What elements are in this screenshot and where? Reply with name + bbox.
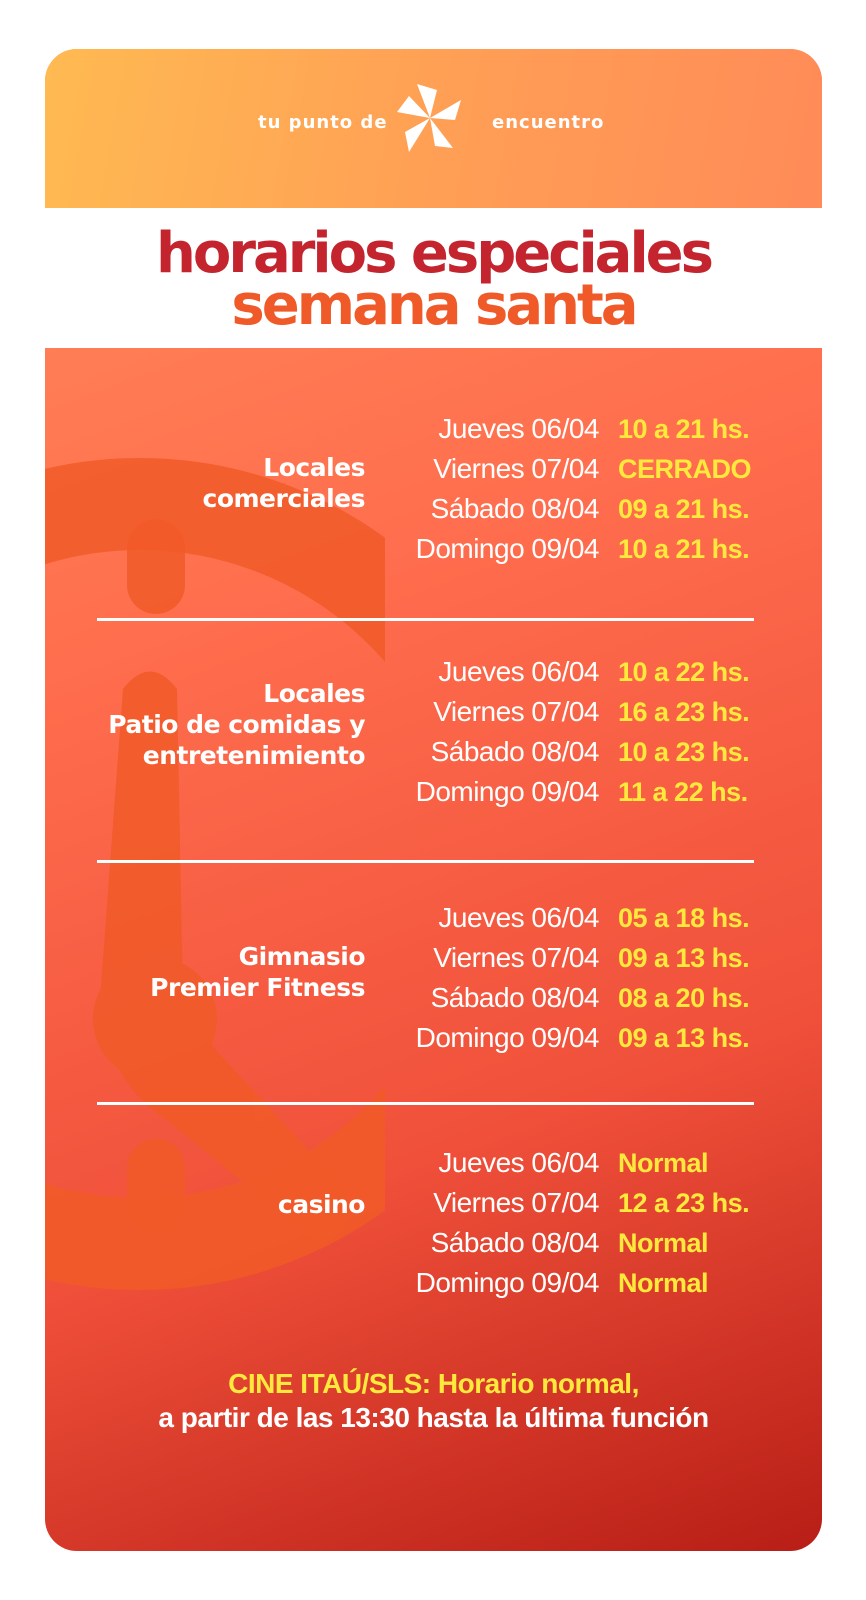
hours-value: CERRADO <box>618 454 752 484</box>
section-label-line: entretenimiento <box>142 741 366 770</box>
day-label: Sábado 08/04 <box>430 982 600 1013</box>
page-subtitle: semana santa <box>231 273 638 338</box>
schedule-row: Jueves 06/04 05 a 18 hs. <box>45 898 822 938</box>
day-label: Sábado 08/04 <box>430 736 600 767</box>
schedule-row: Jueves 06/04 Normal <box>45 1143 822 1183</box>
star-pinwheel-icon <box>397 84 461 152</box>
tagline-left: tu punto de <box>258 112 388 133</box>
schedule-row: Domingo 09/04 09 a 13 hs. <box>45 1018 822 1058</box>
day-label: Viernes 07/04 <box>433 1187 599 1218</box>
section-divider <box>97 1102 754 1105</box>
hours-value: 05 a 18 hs. <box>618 903 750 933</box>
schedule-row: Sábado 08/04 09 a 21 hs. <box>45 489 822 529</box>
schedule-row: Domingo 09/04 Normal <box>45 1263 822 1303</box>
section-label-line: comerciales <box>202 484 366 513</box>
section-label: casino <box>277 1189 366 1220</box>
section-label: Locales comerciales <box>203 452 366 514</box>
hours-value: 16 a 23 hs. <box>618 697 750 727</box>
day-label: Domingo 09/04 <box>415 776 600 807</box>
schedule-row: Viernes 07/04 12 a 23 hs. <box>45 1183 822 1223</box>
schedule-row: Viernes 07/04 16 a 23 hs. <box>45 692 822 732</box>
hours-value: Normal <box>618 1148 709 1178</box>
cinema-note-title: CINE ITAÚ/SLS: Horario normal, <box>228 1368 639 1399</box>
hours-value: 09 a 21 hs. <box>618 494 750 524</box>
section-casino: casino Jueves 06/04 Normal Viernes 07/04… <box>45 1143 822 1303</box>
day-label: Domingo 09/04 <box>415 533 600 564</box>
day-label: Viernes 07/04 <box>433 942 599 973</box>
day-label: Sábado 08/04 <box>430 1227 600 1258</box>
hours-value: 10 a 21 hs. <box>618 414 750 444</box>
hours-value: Normal <box>618 1228 709 1258</box>
clock-icon <box>45 458 385 1290</box>
tagline-right: encuentro <box>492 112 605 133</box>
schedule-row: Jueves 06/04 10 a 21 hs. <box>45 409 822 449</box>
day-label: Sábado 08/04 <box>430 493 600 524</box>
section-label-line: Locales <box>263 679 365 708</box>
day-label: Domingo 09/04 <box>415 1022 600 1053</box>
hours-value: 10 a 22 hs. <box>618 657 750 687</box>
schedule-row: Domingo 09/04 11 a 22 hs. <box>45 772 822 812</box>
hours-value: 08 a 20 hs. <box>618 983 750 1013</box>
day-label: Jueves 06/04 <box>438 413 599 444</box>
section-gimnasio: Gimnasio Premier Fitness Jueves 06/04 05… <box>45 898 822 1058</box>
hours-value: 09 a 13 hs. <box>618 943 750 973</box>
day-label: Viernes 07/04 <box>433 453 599 484</box>
hours-value: Normal <box>618 1268 709 1298</box>
schedule-card: tu punto de encuentro horarios especiale… <box>45 49 822 1551</box>
header-band: tu punto de encuentro <box>45 49 822 208</box>
hours-value: 11 a 22 hs. <box>618 777 748 807</box>
schedule-row: Viernes 07/04 09 a 13 hs. <box>45 938 822 978</box>
schedule-row: Sábado 08/04 10 a 23 hs. <box>45 732 822 772</box>
hours-value: 10 a 21 hs. <box>618 534 750 564</box>
section-label-line: Locales <box>263 453 365 482</box>
section-divider <box>97 618 754 621</box>
section-patio-de-comidas: Locales Patio de comidas y entretenimien… <box>45 652 822 812</box>
section-label-line: Premier Fitness <box>150 973 365 1002</box>
schedule-row: Sábado 08/04 08 a 20 hs. <box>45 978 822 1018</box>
day-label: Jueves 06/04 <box>438 1147 599 1178</box>
title-band: horarios especiales semana santa <box>45 208 822 348</box>
day-label: Viernes 07/04 <box>433 696 599 727</box>
schedule-row: Sábado 08/04 Normal <box>45 1223 822 1263</box>
hours-value: 12 a 23 hs. <box>618 1188 750 1218</box>
section-label: Locales Patio de comidas y entretenimien… <box>108 678 365 771</box>
section-locales-comerciales: Locales comerciales Jueves 06/04 10 a 21… <box>45 409 822 569</box>
page-title: horarios especiales <box>156 221 714 286</box>
schedule-row: Domingo 09/04 10 a 21 hs. <box>45 529 822 569</box>
schedule-row: Viernes 07/04 CERRADO <box>45 449 822 489</box>
section-label-line: casino <box>277 1190 366 1219</box>
cinema-note-detail: a partir de las 13:30 hasta la última fu… <box>158 1402 709 1433</box>
day-label: Jueves 06/04 <box>438 902 599 933</box>
day-label: Domingo 09/04 <box>415 1267 600 1298</box>
section-label-line: Gimnasio <box>238 942 366 971</box>
schedule-row: Jueves 06/04 10 a 22 hs. <box>45 652 822 692</box>
hours-value: 09 a 13 hs. <box>618 1023 750 1053</box>
section-label: Gimnasio Premier Fitness <box>150 941 365 1003</box>
section-divider <box>97 860 754 863</box>
hours-value: 10 a 23 hs. <box>618 737 750 767</box>
day-label: Jueves 06/04 <box>438 656 599 687</box>
section-label-line: Patio de comidas y <box>108 710 365 739</box>
